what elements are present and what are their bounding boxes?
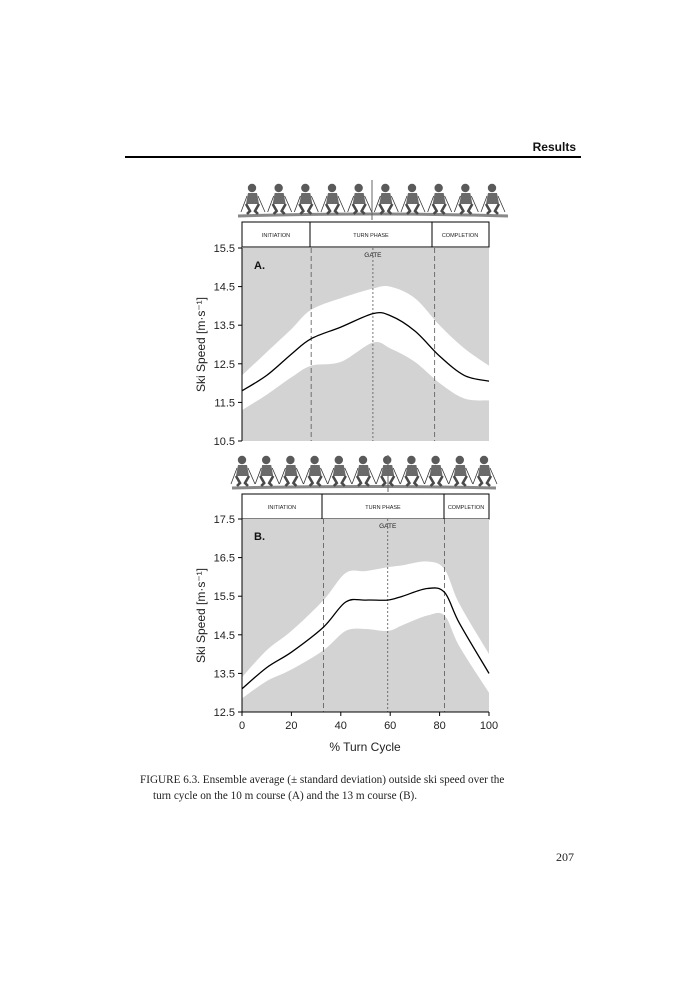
y-tick-label: 14.5 (214, 630, 235, 642)
y-axis-label: Ski Speed [m·s⁻¹] (194, 297, 208, 392)
x-tick-label: 60 (384, 720, 396, 732)
skier-figure (375, 455, 401, 487)
panel-label: B. (254, 531, 265, 543)
caption-line-2: turn cycle on the 10 m course (A) and th… (153, 790, 418, 802)
skier-figure (400, 455, 425, 487)
x-tick-label: 20 (285, 720, 297, 732)
phase-bar-a: INITIATION TURN PHASE COMPLETION (241, 221, 490, 248)
running-header-title: Results (532, 140, 576, 154)
skier-figure (254, 455, 280, 487)
caption-line-1: FIGURE 6.3. Ensemble average (± standard… (140, 774, 505, 786)
y-tick-label: 12.5 (214, 359, 235, 371)
panel-label: A. (254, 260, 265, 272)
y-tick-label: 14.5 (214, 282, 235, 294)
phase-completion-b: COMPLETION (448, 505, 484, 511)
x-tick-label: 100 (480, 720, 498, 732)
chart-b: GATE 17.5 16.5 15.5 14.5 13.5 12.5 0 20 40 60 80 100… (194, 514, 498, 732)
y-tick-label: 11.5 (214, 397, 235, 409)
x-axis-label: % Turn Cycle (329, 740, 401, 754)
skier-figure (347, 183, 373, 215)
skier-figure (279, 455, 304, 487)
ski-slope-b (231, 485, 497, 490)
skier-strip-b (230, 455, 498, 492)
y-tick-label: 15.5 (214, 243, 235, 255)
skier-figure (453, 183, 479, 215)
y-tick-label: 10.5 (214, 436, 235, 448)
x-tick-label: 0 (239, 720, 245, 732)
y-tick-label: 12.5 (214, 707, 235, 719)
y-tick-label: 17.5 (214, 514, 235, 526)
skier-figure (267, 183, 293, 215)
y-tick-label: 13.5 (214, 668, 235, 680)
skier-figure (472, 455, 498, 487)
phase-initiation-a: INITIATION (262, 233, 290, 239)
phase-completion-a: COMPLETION (442, 233, 478, 239)
mean-line (241, 311, 490, 392)
header-rule (125, 156, 581, 158)
skier-figure (373, 183, 399, 215)
y-tick-label: 13.5 (214, 320, 235, 332)
y-tick-label: 16.5 (214, 553, 235, 565)
skier-figure (480, 183, 506, 215)
skier-figure (448, 455, 474, 487)
y-tick-label: 15.5 (214, 591, 235, 603)
mean-line (241, 587, 490, 690)
phase-initiation-b: INITIATION (268, 505, 296, 511)
y-axis-label: Ski Speed [m·s⁻¹] (194, 568, 208, 663)
phase-bar-b: INITIATION TURN PHASE COMPLETION (241, 493, 490, 520)
skier-figure (327, 455, 353, 487)
skier-figure (293, 183, 319, 215)
phase-turn-a: TURN PHASE (353, 233, 389, 239)
x-tick-label: 40 (335, 720, 347, 732)
skier-figure (240, 183, 266, 215)
sd-band (242, 285, 489, 411)
skier-figure (303, 455, 328, 487)
gate-label: GATE (379, 523, 397, 530)
skier-silhouettes-a (240, 183, 506, 215)
ski-slope-a (237, 212, 509, 218)
page-number: 207 (556, 850, 574, 864)
skier-silhouettes-b (230, 455, 498, 487)
skier-figure (424, 455, 449, 487)
phase-turn-b: TURN PHASE (365, 505, 401, 511)
skier-figure (230, 455, 256, 487)
skier-figure (400, 183, 426, 215)
sd-band (242, 561, 489, 699)
figure-caption: FIGURE 6.3. Ensemble average (± standard… (140, 772, 570, 804)
x-tick-label: 80 (433, 720, 445, 732)
skier-figure (427, 183, 453, 215)
skier-figure (320, 183, 346, 215)
gate-label: GATE (364, 252, 382, 259)
skier-strip-a (237, 180, 509, 220)
chart-a: GATE 15.5 14.5 13.5 12.5 11.5 10.5 A. Ski Speed … (194, 243, 490, 448)
skier-figure (351, 455, 377, 487)
